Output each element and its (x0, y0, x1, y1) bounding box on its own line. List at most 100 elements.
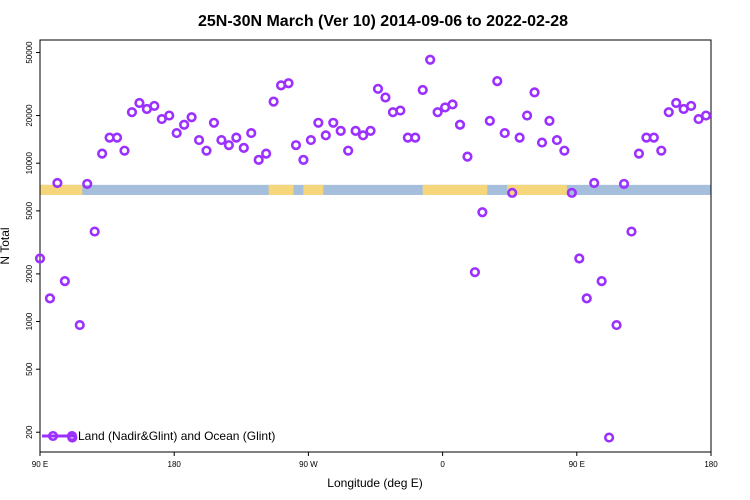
data-point (447, 99, 458, 110)
data-point (171, 127, 182, 139)
data-point (492, 76, 503, 87)
land-segment (268, 184, 294, 195)
data-point (328, 117, 339, 128)
data-point (44, 293, 56, 304)
data-point (536, 137, 548, 148)
data-point (134, 97, 145, 109)
data-point (119, 145, 130, 156)
data-point (596, 276, 607, 287)
data-point (193, 134, 205, 146)
data-points (34, 54, 712, 443)
legend-marker (47, 430, 59, 442)
data-point (380, 92, 391, 103)
data-point (164, 110, 175, 121)
data-point (671, 97, 682, 109)
data-point (529, 87, 540, 98)
data-point (454, 119, 466, 130)
data-point (223, 140, 234, 151)
data-point (97, 148, 108, 159)
data-point (186, 112, 197, 123)
data-point (566, 187, 577, 198)
x-tick-label: 90 W (299, 460, 318, 469)
data-point (633, 148, 645, 159)
data-point (604, 432, 615, 443)
data-point (469, 267, 481, 278)
data-point (648, 132, 659, 143)
data-point (700, 110, 712, 121)
land-segment (507, 184, 567, 195)
x-tick-label: 0 (440, 460, 445, 469)
data-point (52, 177, 63, 189)
data-point (350, 125, 361, 136)
x-axis-label: Longitude (deg E) (327, 476, 422, 490)
data-point (238, 142, 249, 153)
data-point (253, 154, 264, 165)
land-segment (40, 184, 83, 195)
data-point (484, 115, 495, 127)
y-axis-label: N Total (0, 227, 12, 264)
data-point (82, 178, 93, 190)
data-point (462, 151, 473, 162)
data-point (551, 134, 563, 146)
legend-marker (66, 430, 78, 442)
land-ocean-band (40, 184, 711, 195)
data-point (305, 134, 316, 146)
data-point (335, 125, 346, 136)
data-point (686, 100, 697, 112)
data-point (544, 115, 555, 127)
data-point (231, 132, 242, 143)
x-tick-label: 90 E (569, 460, 585, 469)
data-point (395, 105, 406, 116)
data-point (59, 276, 70, 287)
data-point (261, 148, 272, 159)
data-point (425, 54, 436, 65)
y-tick-label: 200 (25, 425, 34, 439)
data-point (126, 107, 138, 118)
data-point (589, 177, 600, 189)
data-point (626, 226, 637, 237)
data-point (521, 110, 533, 121)
data-point (656, 145, 667, 156)
land-segment (303, 184, 324, 195)
data-point (499, 127, 510, 139)
data-point (410, 132, 421, 143)
land-segment (422, 184, 488, 195)
data-point (574, 253, 585, 264)
data-point (298, 154, 309, 165)
data-point (357, 130, 369, 141)
data-point (283, 78, 294, 89)
data-point (149, 100, 160, 112)
data-point (417, 84, 428, 96)
y-tick-label: 50000 (25, 41, 34, 64)
ocean-band (40, 184, 711, 195)
legend-label: Land (Nadir&Glint) and Ocean (Glint) (78, 429, 275, 443)
data-point (611, 319, 622, 331)
data-point (365, 125, 376, 136)
plot-frame (39, 39, 712, 453)
x-tick-label: 180 (704, 460, 718, 469)
data-point (208, 117, 220, 128)
data-point (34, 253, 46, 264)
y-tick-label: 1000 (25, 312, 34, 330)
data-point (432, 107, 443, 118)
data-point (216, 134, 227, 146)
data-point (179, 119, 190, 130)
data-point (581, 293, 592, 304)
data-point (111, 132, 123, 143)
y-tick-label: 10000 (25, 152, 34, 175)
data-point (507, 187, 518, 198)
data-point (618, 178, 630, 190)
data-point (89, 226, 100, 237)
data-point (290, 140, 302, 151)
data-point (663, 107, 674, 118)
data-point (320, 130, 331, 141)
x-tick-label: 90 E (32, 460, 48, 469)
data-point (372, 83, 384, 94)
x-tick-label: 180 (168, 460, 182, 469)
data-point (74, 319, 85, 331)
data-point (477, 207, 488, 218)
data-point (268, 96, 279, 107)
y-tick-label: 500 (25, 362, 34, 376)
chart-title: 25N-30N March (Ver 10) 2014-09-06 to 202… (198, 13, 568, 30)
